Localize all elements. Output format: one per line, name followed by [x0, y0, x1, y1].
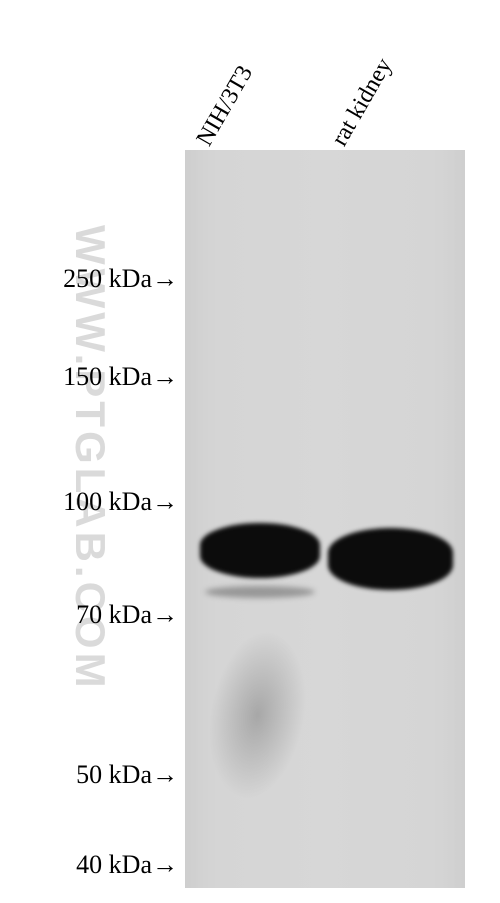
mw-label-100: 100 kDa→	[38, 487, 178, 517]
band-lane1-main	[200, 523, 320, 578]
mw-label-150: 150 kDa→	[38, 362, 178, 392]
mw-label-50: 50 kDa→	[52, 760, 178, 790]
mw-label-250: 250 kDa→	[38, 264, 178, 294]
band-lane2-main	[328, 528, 453, 590]
lane-label-1: NIH/3T3	[192, 61, 259, 151]
band-lane1-faint	[205, 586, 315, 598]
figure-root: WWW.PTGLAB.COM NIH/3T3 rat kidney 250 kD…	[0, 0, 500, 903]
lane-label-2: rat kidney	[327, 54, 399, 151]
blot-membrane	[185, 150, 465, 888]
mw-label-70: 70 kDa→	[52, 600, 178, 630]
mw-label-40: 40 kDa→	[52, 850, 178, 880]
